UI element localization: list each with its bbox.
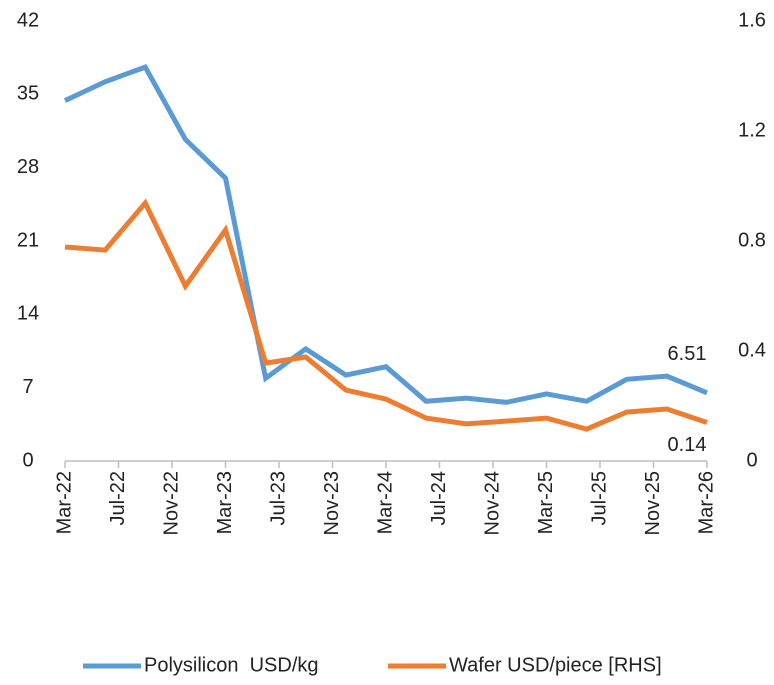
- x-tick-label: Nov-24: [481, 471, 503, 535]
- y-tick-label: 28: [17, 156, 39, 178]
- x-tick-label: Jul-25: [588, 471, 610, 525]
- y-tick-label: 42: [17, 9, 39, 31]
- y2-tick-label: 0.4: [738, 339, 766, 361]
- legend-label: Wafer USD/piece [RHS]: [449, 654, 662, 676]
- series-line: [64, 198, 708, 432]
- x-tick-label: Nov-23: [321, 471, 343, 535]
- x-tick-label: Mar-26: [695, 471, 717, 534]
- x-tick-label: Mar-25: [535, 471, 557, 534]
- y-tick-label: 0: [22, 449, 33, 471]
- y-tick-label: 21: [17, 229, 39, 251]
- y2-tick-label: 1.2: [738, 119, 766, 141]
- data-label: 6.51: [668, 343, 707, 365]
- series-line: [63, 64, 708, 405]
- y-tick-label: 7: [22, 376, 33, 398]
- y2-tick-label: 1.6: [738, 9, 766, 31]
- x-tick-label: Jul-23: [267, 471, 289, 525]
- x-tick-label: Mar-23: [214, 471, 236, 534]
- x-tick-label: Nov-25: [642, 471, 664, 535]
- y2-tick-label: 0.8: [738, 229, 766, 251]
- x-tick-label: Nov-22: [160, 471, 182, 535]
- x-tick-label: Jul-22: [107, 471, 129, 525]
- y2-tick-label: 0: [746, 449, 757, 471]
- legend-label: Polysilicon USD/kg: [144, 654, 319, 676]
- data-label: 0.14: [668, 434, 707, 456]
- y-tick-label: 35: [17, 83, 39, 105]
- y-tick-label: 14: [17, 303, 39, 325]
- x-tick-label: Jul-24: [428, 471, 450, 525]
- x-tick-label: Mar-22: [53, 471, 75, 534]
- x-tick-label: Mar-24: [374, 471, 396, 534]
